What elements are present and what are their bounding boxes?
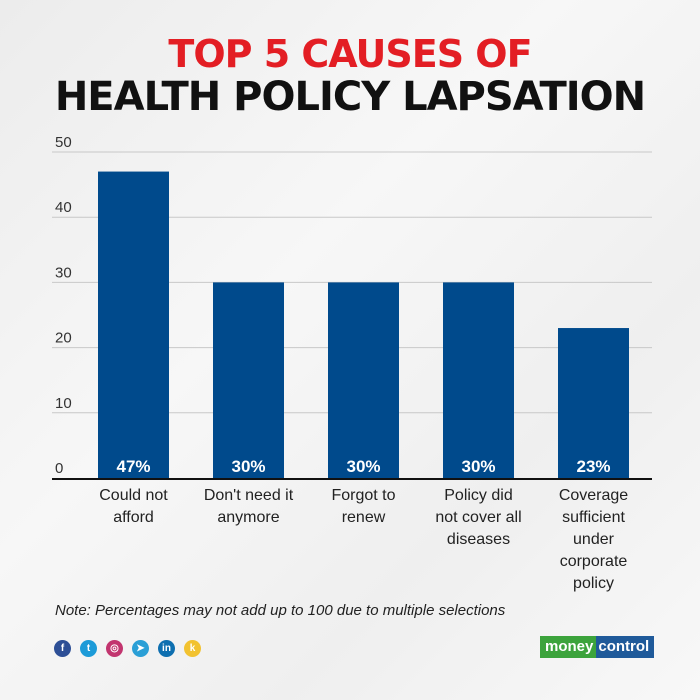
data-label: 30% — [461, 457, 495, 476]
chart-note: Note: Percentages may not add up to 100 … — [55, 602, 506, 619]
data-label: 30% — [231, 457, 265, 476]
moneycontrol-logo: money control — [540, 636, 655, 658]
x-tick-label: Don't need it — [204, 487, 294, 504]
telegram-icon[interactable]: ➤ — [132, 640, 149, 657]
bar — [443, 282, 514, 478]
x-tick-label: policy — [573, 575, 614, 592]
twitter-icon[interactable]: t — [80, 640, 97, 657]
x-tick-label: Coverage — [559, 487, 628, 504]
social-links: f t ◎ ➤ in k — [54, 640, 201, 657]
x-tick-label: renew — [342, 509, 386, 526]
y-tick-label: 30 — [55, 264, 72, 281]
bar — [98, 171, 169, 478]
facebook-icon[interactable]: f — [54, 640, 71, 657]
y-tick-label: 20 — [55, 330, 72, 347]
data-label: 23% — [576, 457, 610, 476]
x-tick-label: afford — [113, 509, 154, 526]
x-tick-label: Could not — [99, 487, 168, 504]
bar — [558, 328, 629, 478]
x-tick-label: corporate — [560, 553, 628, 570]
data-label: 30% — [346, 457, 380, 476]
logo-part2: control — [596, 636, 655, 658]
x-tick-label: Forgot to — [331, 487, 395, 504]
x-tick-label: under — [573, 531, 615, 548]
linkedin-icon[interactable]: in — [158, 640, 175, 657]
bar — [328, 282, 399, 478]
y-tick-label: 40 — [55, 199, 72, 216]
x-tick-label: not cover all — [435, 509, 521, 526]
x-tick-label: Policy did — [444, 487, 512, 504]
koo-icon[interactable]: k — [184, 640, 201, 657]
x-tick-label: anymore — [217, 509, 279, 526]
y-tick-label: 50 — [55, 134, 72, 151]
chart-title-line2: HEALTH POLICY LAPSATION — [54, 74, 646, 120]
x-tick-label: diseases — [447, 531, 510, 548]
y-tick-label: 10 — [55, 395, 72, 412]
instagram-icon[interactable]: ◎ — [106, 640, 123, 657]
x-tick-label: sufficient — [562, 509, 625, 526]
bar — [213, 282, 284, 478]
chart-title-line1: TOP 5 CAUSES OF — [168, 32, 532, 76]
logo-part1: money — [540, 636, 597, 658]
y-tick-label: 0 — [55, 460, 63, 477]
data-label: 47% — [116, 457, 150, 476]
bar-chart: 0 10 20 30 40 50 47% Could not afford 30% Don't ne… — [52, 134, 652, 592]
